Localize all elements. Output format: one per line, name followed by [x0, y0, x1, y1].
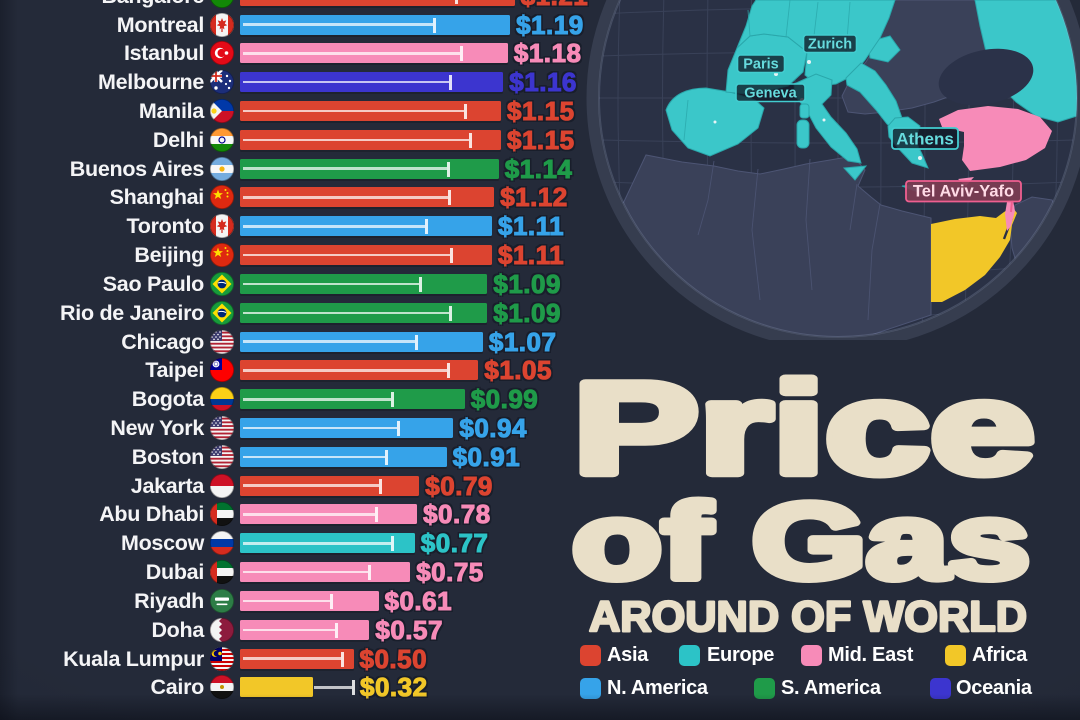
- svg-text:Geneva: Geneva: [744, 86, 797, 102]
- svg-text:Zurich: Zurich: [808, 37, 852, 53]
- svg-text:of Gas: of Gas: [572, 481, 1030, 601]
- svg-text:Paris: Paris: [743, 57, 778, 73]
- svg-text:Athens: Athens: [896, 130, 954, 149]
- svg-text:Tel Aviv-Yafo: Tel Aviv-Yafo: [913, 183, 1014, 201]
- svg-text:AROUND OF WORLD: AROUND OF WORLD: [589, 593, 1027, 641]
- svg-text:Price: Price: [573, 355, 1035, 501]
